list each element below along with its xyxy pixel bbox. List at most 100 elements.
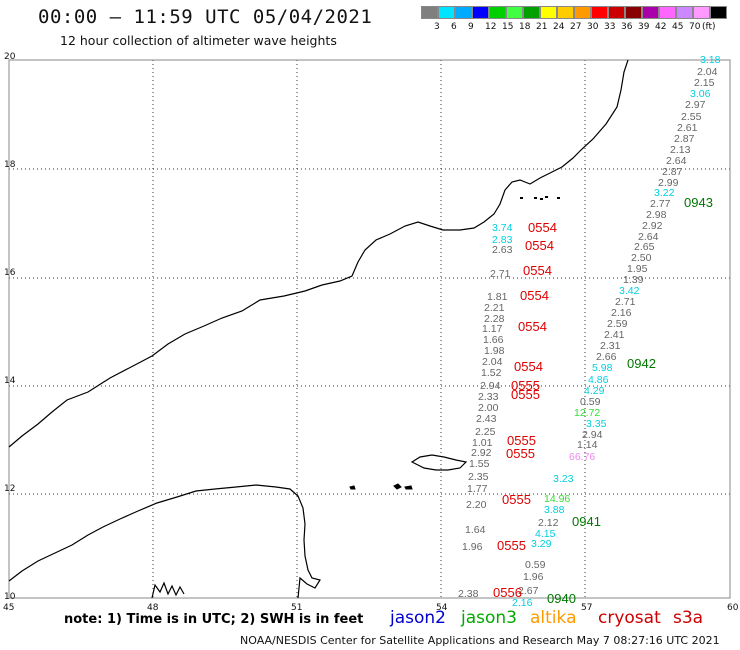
wave-height-value: 1.96 [523,571,544,583]
legend-tick-label: 42 [655,22,667,32]
wave-height-value: 1.17 [482,323,503,335]
wave-height-value: 2.87 [674,133,695,145]
wave-height-value: 1.81 [487,291,508,303]
wave-height-value: 2.25 [475,426,496,438]
sat-cryosat: cryosat [598,608,661,628]
wave-height-value: 5.98 [592,362,613,374]
legend-tick-label: 3 [434,22,440,32]
overpass-time-label: 0940 [547,591,576,606]
legend-swatch [523,6,540,19]
overpass-time-label: 0943 [684,195,713,210]
coastline-arabia [8,59,629,448]
legend-swatch [489,6,506,19]
lon-label-45: 45 [3,603,15,613]
overpass-time-label: 0555 [511,387,540,402]
wave-height-value: 2.16 [611,307,632,319]
wave-height-value: 2.35 [468,471,489,483]
wave-height-value: 2.87 [662,166,683,178]
island-dot [520,197,523,199]
overpass-time-label: 0554 [523,263,552,278]
wave-height-value: 1.01 [472,437,493,449]
overpass-time-label: 0555 [497,538,526,553]
overpass-time-label: 0554 [518,319,547,334]
island-dot [540,198,543,200]
coastline-fragment [151,581,185,599]
wave-height-value: 2.83 [492,234,513,246]
wave-height-value: 2.66 [596,351,617,363]
wave-height-value: 2.71 [615,296,636,308]
legend-tick-label: 6 [451,22,457,32]
island-small [393,483,402,490]
coastline-somalia [8,484,321,599]
wave-height-value: 2.04 [697,66,718,78]
wave-height-value: 1.14 [577,439,598,451]
wave-height-value: 3.41 [0,0,21,3]
wave-height-value: 1.55 [469,458,490,470]
lon-label-54: 54 [436,603,448,613]
wave-height-value: 2.64 [666,155,687,167]
legend-swatch [676,6,693,19]
overpass-time-label: 0555 [507,433,536,448]
legend-swatch [574,6,591,19]
wave-height-value: 2.92 [642,220,663,232]
legend-swatch [608,6,625,19]
lon-label-57: 57 [581,603,593,613]
legend-tick-label: (ft) [702,22,716,32]
lat-label-10: 10 [4,592,16,602]
wave-height-value: 2.77 [650,198,671,210]
lat-label-18: 18 [4,160,16,170]
legend-tick-label: 39 [638,22,650,32]
legend-swatch [625,6,642,19]
legend-swatch [455,6,472,19]
legend-swatch [506,6,523,19]
island-dot [545,196,548,198]
overpass-time-label: 0556 [493,585,522,600]
legend-swatch [557,6,574,19]
sat-jason2: jason2 [390,608,446,628]
sat-jason3: jason3 [461,608,517,628]
legend-swatch [642,6,659,19]
wave-height-value: 1.52 [481,367,502,379]
legend-tick-label: 9 [468,22,474,32]
legend-tick-label: 12 [485,22,497,32]
wave-height-value: 2.43 [476,413,497,425]
wave-height-value: 66.76 [569,451,595,463]
wave-height-value: 2.92 [471,447,492,459]
legend-swatch [659,6,676,19]
wave-height-value: 1.64 [465,524,486,536]
legend-swatch [540,6,557,19]
overpass-time-label: 0554 [528,220,557,235]
overpass-time-label: 0555 [506,446,535,461]
overpass-time-label: 0555 [502,492,531,507]
legend-swatch [438,6,455,19]
island-small [404,485,413,490]
wave-height-value: 2.99 [658,177,679,189]
legend-tick-label: 15 [502,22,514,32]
wave-height-value: 2.33 [478,391,499,403]
lat-label-20: 20 [4,52,16,62]
wave-height-value: 2.97 [685,99,706,111]
wave-height-value: 3.88 [544,504,565,516]
wave-height-value: 1.96 [462,541,483,553]
wave-height-value: 2.63 [492,244,513,256]
wave-height-value: 2.38 [458,588,479,600]
lat-label-14: 14 [4,376,16,386]
wave-height-value: 1.95 [627,263,648,275]
legend-swatch [693,6,710,19]
wave-height-value: 2.71 [490,268,511,280]
wave-height-value: 1.77 [467,483,488,495]
overpass-time-label: 0554 [520,288,549,303]
wave-height-value: 2.21 [484,302,505,314]
wave-height-value: 2.55 [681,111,702,123]
page-title: 00:00 – 11:59 UTC 05/04/2021 [38,6,373,28]
wave-height-value: 2.98 [646,209,667,221]
wave-height-value: 2.13 [670,144,691,156]
legend-swatch [472,6,489,19]
footer-note: note: 1) Time is in UTC; 2) SWH is in fe… [64,612,364,627]
overpass-time-label: 0942 [627,356,656,371]
page-subtitle: 12 hour collection of altimeter wave hei… [60,33,337,48]
overpass-time-label: 0554 [514,359,543,374]
wave-height-value: 2.31 [600,340,621,352]
wave-height-value: 2.41 [604,329,625,341]
